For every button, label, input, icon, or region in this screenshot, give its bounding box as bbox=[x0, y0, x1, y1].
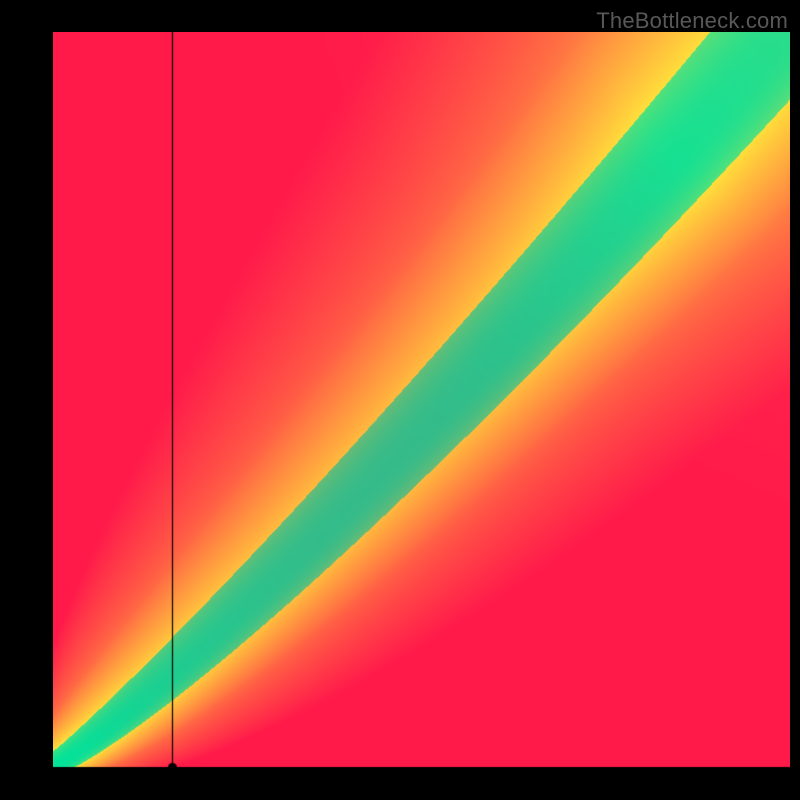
attribution-text: TheBottleneck.com bbox=[596, 8, 788, 34]
crosshair-overlay bbox=[53, 32, 790, 768]
